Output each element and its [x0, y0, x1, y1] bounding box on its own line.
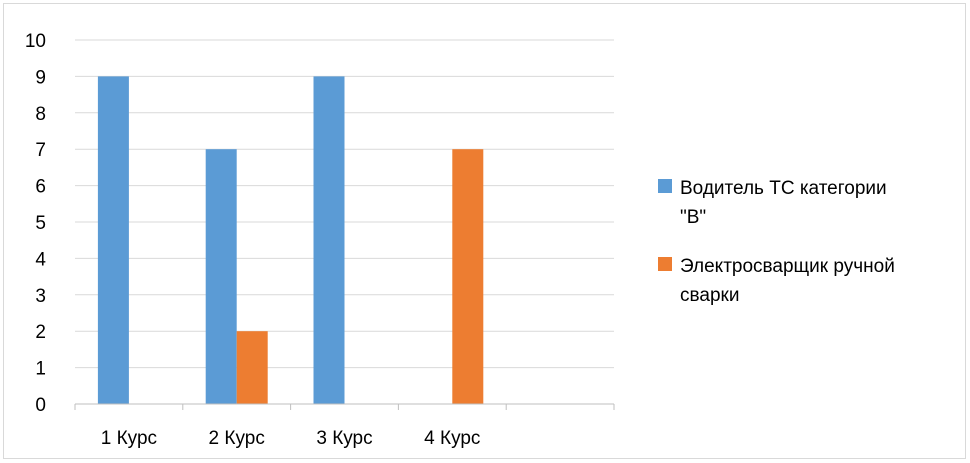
legend-label-1: "В": [680, 207, 706, 228]
y-tick-label: 7: [35, 140, 46, 161]
bar-series-1-cat-2: [205, 149, 237, 404]
y-tick-label: 9: [35, 67, 46, 88]
x-category-label: 3 Курс: [316, 428, 372, 449]
legend-swatch-1: [658, 179, 672, 193]
y-tick-label: 2: [35, 322, 46, 343]
x-category-label: 4 Курс: [424, 428, 480, 449]
y-tick-label: 8: [35, 104, 46, 125]
y-tick-label: 1: [35, 359, 46, 380]
y-tick-label: 0: [35, 395, 46, 416]
chart-area: [3, 3, 966, 459]
legend-label-1: Водитель ТС категории: [680, 178, 887, 199]
bar-series-2-cat-4: [452, 149, 484, 404]
y-tick-label: 5: [35, 213, 46, 234]
y-tick-label: 6: [35, 177, 46, 198]
y-tick-label: 4: [35, 249, 46, 270]
y-tick-label: 10: [25, 31, 46, 52]
bars: [97, 76, 484, 405]
y-tick-label: 3: [35, 286, 46, 307]
bar-series-1-cat-3: [313, 76, 345, 405]
x-category-labels: 1 Курс 2 Курс 3 Курс 4 Курс: [101, 428, 481, 449]
axes: [74, 403, 615, 410]
bar-series-1-cat-1: [97, 76, 129, 405]
legend-swatch-2: [658, 257, 672, 271]
x-category-label: 2 Курс: [209, 428, 265, 449]
legend-label-2: Электросварщик ручной: [680, 256, 895, 277]
legend-label-2: сварки: [680, 285, 739, 306]
y-tick-labels: 0 1 2 3 4 5 6 7 8 9 10: [25, 31, 47, 416]
legend: Водитель ТС категории "В" Электросварщик р…: [658, 178, 895, 306]
bar-series-2-cat-2: [236, 331, 268, 404]
x-category-label: 1 Курс: [101, 428, 157, 449]
